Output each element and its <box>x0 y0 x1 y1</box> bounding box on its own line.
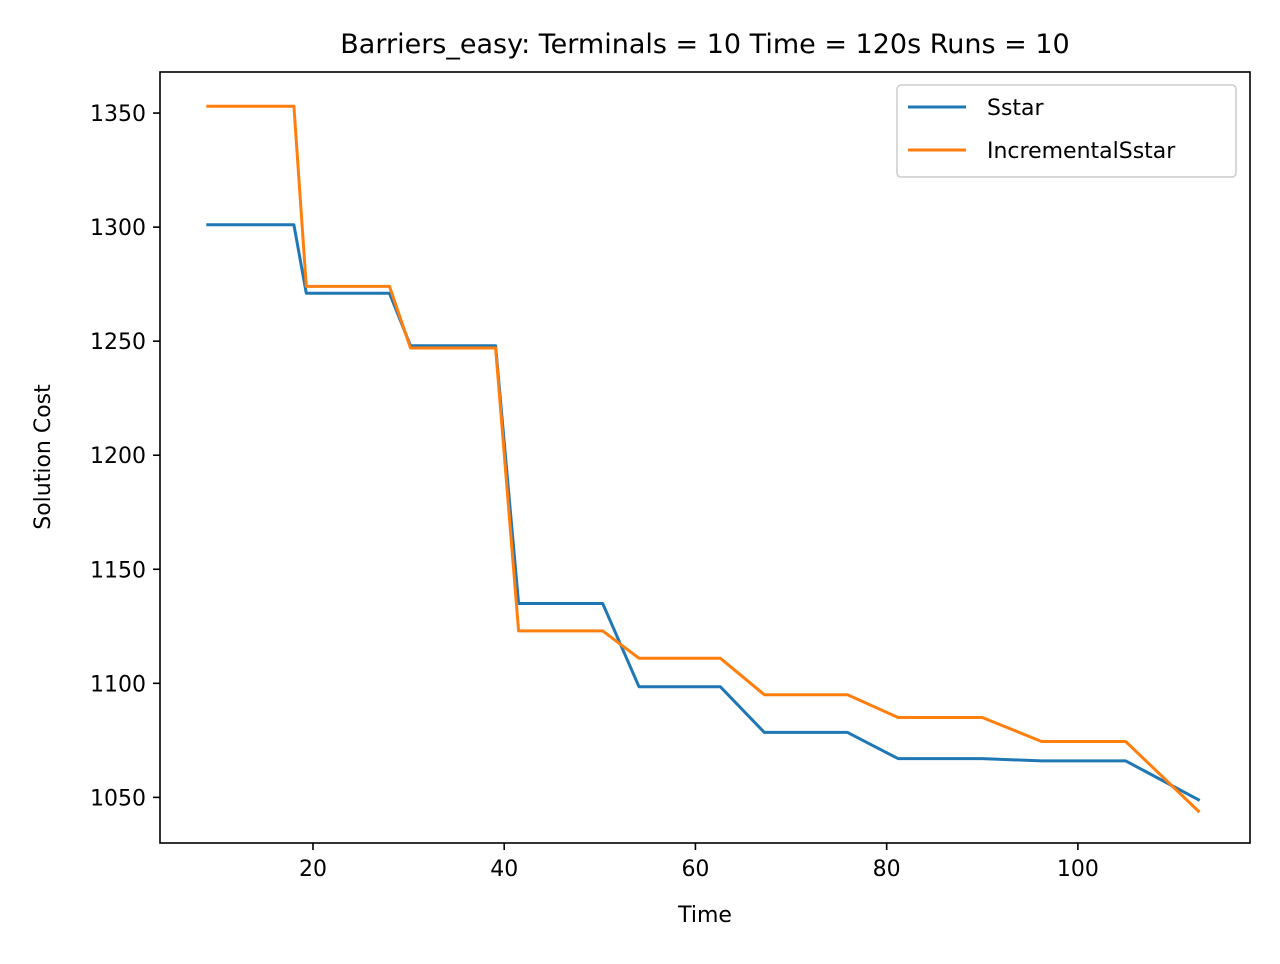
y-tick-label: 1100 <box>90 672 146 697</box>
y-tick-label: 1350 <box>90 102 146 127</box>
plot-frame <box>159 71 1251 844</box>
x-tick-label: 60 <box>681 857 709 882</box>
x-axis-label: Time <box>677 903 732 928</box>
y-tick-label: 1050 <box>90 786 146 811</box>
series-line-sstar <box>206 223 1201 802</box>
x-tick-label: 40 <box>490 857 518 882</box>
legend-label-incrementalsstar: IncrementalSstar <box>987 139 1176 164</box>
x-tick-label: 100 <box>1057 857 1099 882</box>
x-axis-ticks: 20 40 60 80 100 <box>299 843 1099 882</box>
y-tick-label: 1150 <box>90 558 146 583</box>
y-tick-label: 1250 <box>90 330 146 355</box>
y-tick-label: 1200 <box>90 444 146 469</box>
legend: Sstar IncrementalSstar <box>896 84 1237 178</box>
legend-label-sstar: Sstar <box>987 96 1045 121</box>
x-tick-label: 20 <box>299 857 327 882</box>
y-axis-label: Solution Cost <box>31 384 56 530</box>
y-tick-label: 1300 <box>90 216 146 241</box>
y-axis-ticks: 1050 1100 1150 1200 1250 1300 1350 <box>90 102 160 811</box>
plot-lines <box>206 104 1201 814</box>
legend-box <box>896 84 1237 178</box>
x-tick-label: 80 <box>873 857 901 882</box>
series-line-incrementalsstar <box>206 104 1201 814</box>
chart-title: Barriers_easy: Terminals = 10 Time = 120… <box>340 29 1069 60</box>
